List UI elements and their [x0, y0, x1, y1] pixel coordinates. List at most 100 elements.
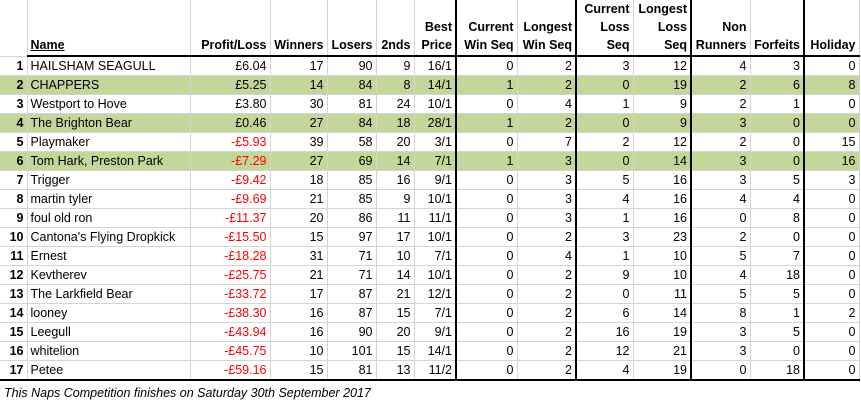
rank-cell: 3 [0, 94, 28, 114]
table-row: 11 Ernest -£18.28 31 71 10 7/1 0 4 1 10 5 7 0 [0, 246, 860, 266]
rank-cell: 11 [0, 246, 28, 266]
longest-loss-seq-cell: 9 [633, 113, 692, 133]
seconds-cell: 8 [376, 75, 415, 95]
table-row: 16 whitelion -£45.75 10 101 15 14/1 0 2 12 21 3 0 0 [0, 341, 860, 361]
profit-loss-cell: -£45.75 [190, 341, 271, 361]
longest-win-seq-cell: 2 [517, 265, 577, 285]
current-win-seq-cell: 1 [455, 151, 518, 171]
longest-win-seq-cell: 7 [517, 132, 577, 152]
non-runners-cell: 5 [690, 246, 751, 266]
profit-loss-cell: -£33.72 [190, 284, 271, 304]
current-loss-seq-cell: 16 [575, 322, 634, 342]
non-runners-cell: 0 [690, 208, 751, 228]
seconds-cell: 15 [376, 341, 415, 361]
rank-cell: 10 [0, 227, 28, 247]
seconds-cell: 11 [376, 208, 415, 228]
table-row: 14 looney -£38.30 16 87 15 7/1 0 2 6 14 8 1 2 [0, 303, 860, 323]
current-loss-seq-cell: 4 [575, 189, 634, 209]
longest-win-seq-cell: 2 [517, 303, 577, 323]
longest-win-seq-cell: 2 [517, 75, 577, 95]
longest-loss-seq-cell: 16 [633, 170, 692, 190]
non-runners-cell: 3 [690, 151, 751, 171]
longest-loss-seq-cell: 16 [633, 189, 692, 209]
losers-cell: 71 [327, 265, 377, 285]
winners-cell: 31 [270, 246, 328, 266]
longest-loss-seq-cell: 9 [633, 94, 692, 114]
table-row: 15 Leegull -£43.94 16 90 20 9/1 0 2 16 19 3 5 0 [0, 322, 860, 342]
header-current-loss-seq: Current Loss Seq [575, 0, 634, 57]
current-win-seq-cell: 1 [455, 113, 518, 133]
longest-loss-seq-cell: 19 [633, 322, 692, 342]
header-forfeits: Forfeits [750, 0, 805, 57]
seconds-cell: 10 [376, 246, 415, 266]
winners-cell: 14 [270, 75, 328, 95]
non-runners-cell: 5 [690, 284, 751, 304]
holiday-cell: 0 [803, 246, 860, 266]
winners-cell: 16 [270, 322, 328, 342]
seconds-cell: 17 [376, 227, 415, 247]
longest-win-seq-cell: 2 [517, 284, 577, 304]
profit-loss-cell: -£9.69 [190, 189, 271, 209]
profit-loss-cell: £5.25 [190, 75, 271, 95]
header-best-price: Best Price [414, 0, 457, 57]
holiday-cell: 15 [803, 132, 860, 152]
player-name-cell: Cantona's Flying Dropkick [27, 227, 191, 247]
longest-loss-seq-cell: 11 [633, 284, 692, 304]
winners-cell: 27 [270, 151, 328, 171]
longest-loss-seq-cell: 21 [633, 341, 692, 361]
losers-cell: 71 [327, 246, 377, 266]
current-loss-seq-cell: 3 [575, 227, 634, 247]
header-row: Name Profit/Loss Winners Losers 2nds Bes… [0, 0, 860, 57]
longest-win-seq-cell: 3 [517, 151, 577, 171]
rank-cell: 6 [0, 151, 28, 171]
non-runners-cell: 4 [690, 265, 751, 285]
losers-cell: 87 [327, 303, 377, 323]
player-name-cell: Trigger [27, 170, 191, 190]
forfeits-cell: 4 [750, 189, 805, 209]
longest-loss-seq-cell: 23 [633, 227, 692, 247]
header-seconds: 2nds [376, 0, 415, 57]
current-win-seq-cell: 0 [455, 208, 518, 228]
losers-cell: 90 [327, 56, 377, 76]
rank-cell: 13 [0, 284, 28, 304]
non-runners-cell: 3 [690, 170, 751, 190]
forfeits-cell: 1 [750, 94, 805, 114]
profit-loss-cell: -£18.28 [190, 246, 271, 266]
header-winners: Winners [270, 0, 328, 57]
player-name-cell: foul old ron [27, 208, 191, 228]
current-loss-seq-cell: 2 [575, 132, 634, 152]
holiday-cell: 0 [803, 56, 860, 76]
winners-cell: 20 [270, 208, 328, 228]
forfeits-cell: 0 [750, 113, 805, 133]
holiday-cell: 0 [803, 227, 860, 247]
best-price-cell: 7/1 [414, 246, 457, 266]
player-name-cell: The Larkfield Bear [27, 284, 191, 304]
winners-cell: 27 [270, 113, 328, 133]
table-row: 17 Petee -£59.16 15 81 13 11/2 0 2 4 19 0 18 0 [0, 360, 860, 381]
holiday-cell: 0 [803, 341, 860, 361]
winners-cell: 39 [270, 132, 328, 152]
rank-cell: 7 [0, 170, 28, 190]
profit-loss-cell: -£25.75 [190, 265, 271, 285]
table-row: 3 Westport to Hove £3.80 30 81 24 10/1 0 4 1 9 2 1 0 [0, 94, 860, 114]
forfeits-cell: 6 [750, 75, 805, 95]
current-win-seq-cell: 0 [455, 322, 518, 342]
best-price-cell: 9/1 [414, 322, 457, 342]
best-price-cell: 16/1 [414, 56, 457, 76]
losers-cell: 84 [327, 113, 377, 133]
player-name-cell: Leegull [27, 322, 191, 342]
holiday-cell: 8 [803, 75, 860, 95]
forfeits-cell: 18 [750, 265, 805, 285]
player-name-cell: Tom Hark, Preston Park [27, 151, 191, 171]
current-loss-seq-cell: 1 [575, 94, 634, 114]
best-price-cell: 12/1 [414, 284, 457, 304]
player-name-cell: Westport to Hove [27, 94, 191, 114]
table-row: 12 Kevtherev -£25.75 21 71 14 10/1 0 2 9 10 4 18 0 [0, 265, 860, 285]
profit-loss-cell: -£9.42 [190, 170, 271, 190]
non-runners-cell: 3 [690, 322, 751, 342]
losers-cell: 81 [327, 94, 377, 114]
forfeits-cell: 1 [750, 303, 805, 323]
seconds-cell: 14 [376, 265, 415, 285]
rank-cell: 5 [0, 132, 28, 152]
longest-loss-seq-cell: 19 [633, 75, 692, 95]
